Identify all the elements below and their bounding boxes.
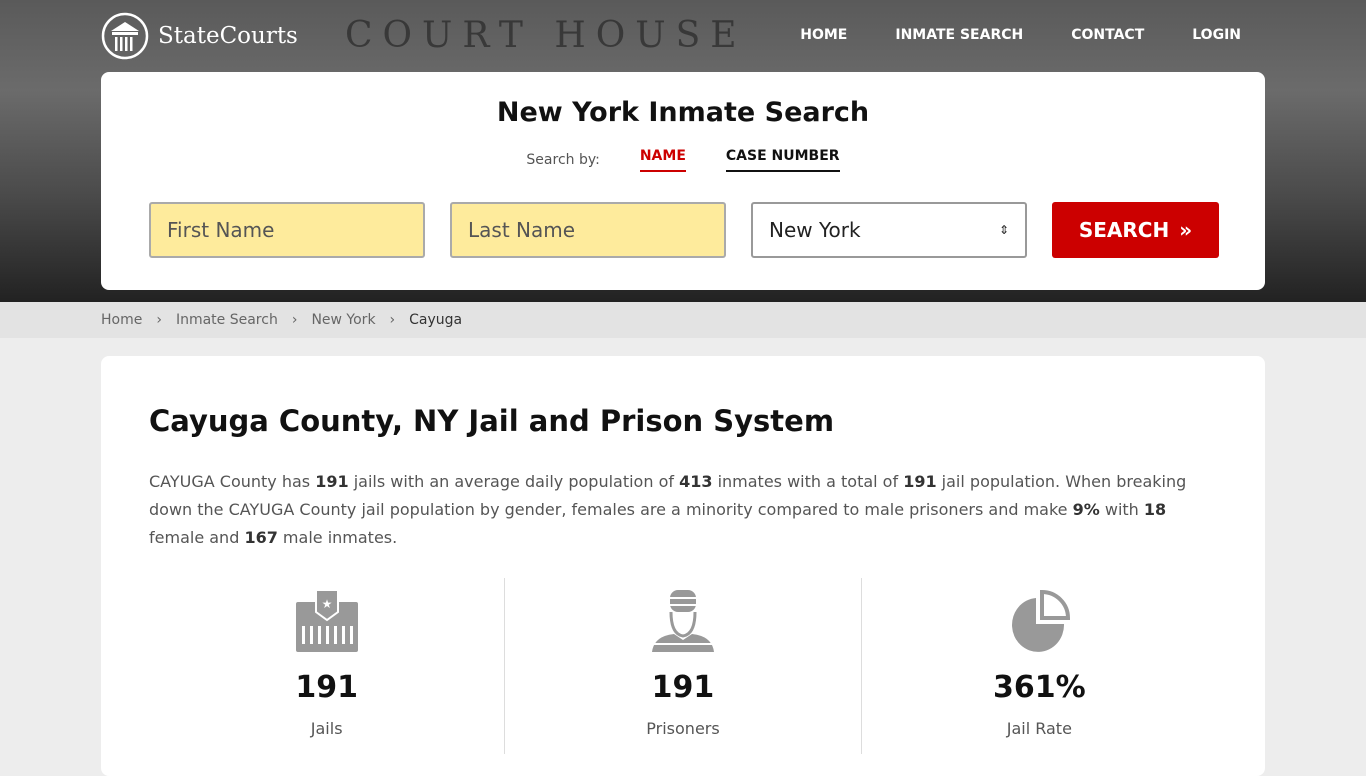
search-by-label: Search by: bbox=[526, 152, 600, 168]
state-select[interactable]: New York ⇕ bbox=[751, 202, 1027, 258]
state-select-value: New York bbox=[769, 218, 861, 242]
nav-inmate-search[interactable]: INMATE SEARCH bbox=[895, 27, 1024, 43]
first-name-input[interactable]: First Name bbox=[149, 202, 425, 258]
search-title: New York Inmate Search bbox=[496, 97, 870, 128]
nav-contact[interactable]: CONTACT bbox=[1071, 27, 1145, 43]
main-content: Cayuga County, NY Jail and Prison System… bbox=[101, 356, 1265, 776]
chevron-right-icon: › bbox=[389, 312, 396, 328]
chevron-right-icon: › bbox=[156, 312, 162, 328]
jail-rate-label: Jail Rate bbox=[1006, 719, 1072, 738]
nav-login[interactable]: LOGIN bbox=[1192, 27, 1241, 43]
search-button[interactable]: SEARCH » bbox=[1052, 202, 1219, 258]
jails-count: 191 bbox=[295, 670, 358, 705]
jail-icon: ★ bbox=[295, 589, 358, 652]
breadcrumb-new-york[interactable]: New York bbox=[311, 312, 376, 328]
logo[interactable]: StateCourts bbox=[101, 12, 298, 60]
prisoners-count: 191 bbox=[651, 670, 715, 705]
breadcrumb-current: Cayuga bbox=[409, 312, 463, 328]
search-button-label: SEARCH bbox=[1078, 218, 1170, 242]
top-nav: HOME INMATE SEARCH CONTACT LOGIN bbox=[800, 27, 1241, 43]
tab-case-number[interactable]: CASE NUMBER bbox=[725, 148, 840, 172]
hero-background-text: COURT HOUSE bbox=[345, 15, 747, 56]
tab-name[interactable]: NAME bbox=[639, 148, 686, 172]
double-chevron-right-icon: » bbox=[1179, 218, 1193, 242]
brand-name: StateCourts bbox=[158, 23, 298, 49]
jails-label: Jails bbox=[310, 719, 343, 738]
pie-chart-icon bbox=[1012, 589, 1071, 652]
county-summary: CAYUGA County has 191 jails with an aver… bbox=[149, 472, 1187, 547]
jail-rate-value: 361% bbox=[992, 670, 1086, 705]
prisoners-label: Prisoners bbox=[646, 719, 720, 738]
select-arrows-icon: ⇕ bbox=[998, 223, 1009, 237]
stat-jails: ★ 191 Jails bbox=[149, 578, 504, 754]
last-name-input[interactable]: Last Name bbox=[450, 202, 726, 258]
svg-text:★: ★ bbox=[321, 597, 332, 611]
hero-banner: COURT HOUSE StateCourts HOME INMATE SEAR… bbox=[0, 0, 1366, 302]
courthouse-logo-icon bbox=[101, 12, 149, 60]
stat-jail-rate: 361% Jail Rate bbox=[860, 578, 1217, 754]
breadcrumb: Home › Inmate Search › New York › Cayuga bbox=[0, 302, 1366, 338]
breadcrumb-inmate-search[interactable]: Inmate Search bbox=[175, 312, 278, 328]
page-title: Cayuga County, NY Jail and Prison System bbox=[149, 404, 835, 438]
prisoner-icon bbox=[651, 590, 714, 652]
breadcrumb-home[interactable]: Home bbox=[101, 312, 143, 328]
nav-home[interactable]: HOME bbox=[800, 27, 848, 43]
chevron-right-icon: › bbox=[291, 312, 298, 328]
stat-prisoners: 191 Prisoners bbox=[504, 578, 860, 754]
stats-row: ★ 191 Jails 191 Prisoners 361% Jail Rate bbox=[149, 578, 1217, 754]
search-card: New York Inmate Search Search by: NAME C… bbox=[101, 72, 1265, 290]
